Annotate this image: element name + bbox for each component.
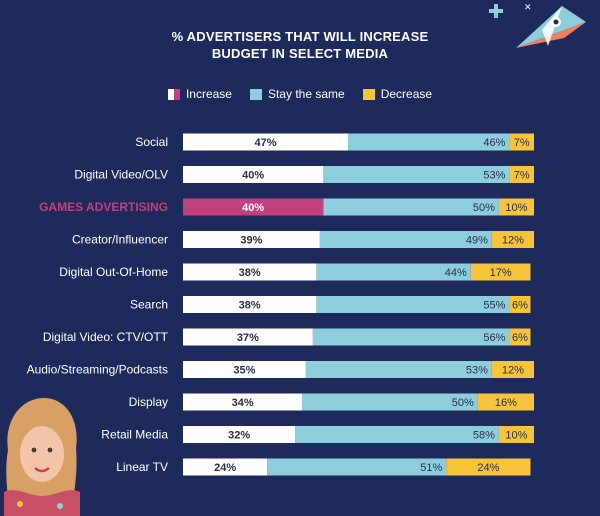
bar-stay-the-same-search xyxy=(316,296,510,313)
value-label-decrease-digital-video-olv: 7% xyxy=(514,170,530,182)
bar-stay-the-same-digital-video-olv xyxy=(323,166,510,183)
legend-label-increase: Increase xyxy=(185,87,232,101)
bar-decrease-digital-video-olv xyxy=(509,166,534,183)
value-label-stay-the-same-digital-out-of-home: 44% xyxy=(445,267,467,279)
value-label-stay-the-same-social: 46% xyxy=(483,137,505,149)
category-label-audio-streaming-podcasts: Audio/Streaming/Podcasts xyxy=(27,363,168,377)
value-label-increase-digital-out-of-home: 38% xyxy=(239,267,261,279)
bar-decrease-creator-influencer xyxy=(491,231,534,248)
paper-plane-illustration: ✕ xyxy=(489,3,586,48)
bar-increase-search xyxy=(183,296,317,313)
value-label-decrease-digital-out-of-home: 17% xyxy=(490,267,512,279)
value-label-increase-linear-tv: 24% xyxy=(214,462,236,474)
value-label-decrease-games-advertising: 10% xyxy=(505,202,527,214)
bar-increase-audio-streaming-podcasts xyxy=(183,361,306,378)
category-label-retail-media: Retail Media xyxy=(101,428,168,442)
bar-decrease-digital-video-ctv-ott xyxy=(509,328,531,346)
bar-stay-the-same-display xyxy=(302,393,478,411)
category-label-digital-video-olv: Digital Video/OLV xyxy=(74,168,168,182)
bar-decrease-audio-streaming-podcasts xyxy=(491,361,534,378)
value-label-increase-audio-streaming-podcasts: 35% xyxy=(233,365,255,377)
legend-item-stay-the-same: Stay the same xyxy=(249,87,345,101)
bar-increase-creator-influencer xyxy=(183,231,320,248)
category-label-games-advertising: GAMES ADVERTISING xyxy=(39,200,168,214)
category-label-search: Search xyxy=(130,298,168,312)
bar-increase-display xyxy=(183,393,303,411)
bar-decrease-search xyxy=(509,296,531,313)
bar-stay-the-same-linear-tv xyxy=(267,458,447,476)
bar-stay-the-same-audio-streaming-podcasts xyxy=(305,361,492,378)
bar-increase-social xyxy=(183,133,348,151)
value-label-decrease-linear-tv: 24% xyxy=(477,462,499,474)
bar-decrease-games-advertising xyxy=(498,198,534,216)
value-label-stay-the-same-games-advertising: 50% xyxy=(473,202,495,214)
legend-swatch-decrease xyxy=(362,88,375,100)
value-label-decrease-display: 16% xyxy=(495,397,517,409)
value-label-increase-digital-video-ctv-ott: 37% xyxy=(237,332,259,344)
bar-stay-the-same-retail-media xyxy=(295,426,499,443)
legend-item-decrease: Decrease xyxy=(362,87,433,101)
value-label-stay-the-same-creator-influencer: 49% xyxy=(466,235,488,247)
bar-decrease-digital-out-of-home xyxy=(470,263,531,281)
value-label-increase-creator-influencer: 39% xyxy=(240,235,262,247)
bar-decrease-linear-tv xyxy=(446,458,531,476)
bar-stay-the-same-digital-video-ctv-ott xyxy=(312,328,510,346)
value-label-decrease-digital-video-ctv-ott: 6% xyxy=(512,332,528,344)
bar-increase-games-advertising xyxy=(183,198,324,216)
bar-decrease-retail-media xyxy=(498,426,534,443)
bar-decrease-display xyxy=(477,393,534,411)
value-label-increase-retail-media: 32% xyxy=(228,430,250,442)
value-label-increase-search: 38% xyxy=(239,300,261,312)
value-label-increase-display: 34% xyxy=(232,397,254,409)
legend-swatch-stay-the-same xyxy=(249,88,262,100)
value-label-stay-the-same-display: 50% xyxy=(452,397,474,409)
bar-increase-digital-video-olv xyxy=(183,166,324,183)
value-label-stay-the-same-audio-streaming-podcasts: 53% xyxy=(466,365,488,377)
value-label-increase-games-advertising: 40% xyxy=(242,202,264,214)
legend-item-increase: Increase xyxy=(167,87,232,101)
value-label-stay-the-same-search: 55% xyxy=(483,300,505,312)
category-label-social: Social xyxy=(135,135,168,149)
bar-decrease-social xyxy=(509,133,534,151)
value-label-decrease-retail-media: 10% xyxy=(505,430,527,442)
category-label-linear-tv: Linear TV xyxy=(116,460,168,474)
bar-increase-digital-video-ctv-ott xyxy=(183,328,313,346)
value-label-increase-social: 47% xyxy=(254,137,276,149)
legend-label-stay-the-same: Stay the same xyxy=(267,87,345,101)
bar-increase-linear-tv xyxy=(183,458,268,476)
bar-stay-the-same-digital-out-of-home xyxy=(316,263,471,281)
value-label-decrease-social: 7% xyxy=(514,137,530,149)
bar-increase-digital-out-of-home xyxy=(183,263,317,281)
category-label-display: Display xyxy=(129,395,168,409)
bar-stay-the-same-creator-influencer xyxy=(319,231,492,248)
person-illustration xyxy=(4,398,80,516)
value-label-stay-the-same-digital-video-ctv-ott: 56% xyxy=(483,332,505,344)
value-label-stay-the-same-retail-media: 58% xyxy=(473,430,495,442)
value-label-stay-the-same-linear-tv: 51% xyxy=(420,462,442,474)
value-label-decrease-creator-influencer: 12% xyxy=(502,235,524,247)
value-label-decrease-audio-streaming-podcasts: 12% xyxy=(502,365,524,377)
category-label-digital-video-ctv-ott: Digital Video: CTV/OTT xyxy=(43,330,169,344)
value-label-decrease-search: 6% xyxy=(512,300,528,312)
chart-legend: Increase Stay the same Decrease xyxy=(0,87,600,101)
value-label-stay-the-same-digital-video-olv: 53% xyxy=(483,170,505,182)
chart-title-line-2: BUDGET IN SELECT MEDIA xyxy=(211,46,389,61)
category-label-digital-out-of-home: Digital Out-Of-Home xyxy=(59,265,168,279)
chart-title: % ADVERTISERS THAT WILL INCREASE BUDGET … xyxy=(0,28,600,62)
value-label-increase-digital-video-olv: 40% xyxy=(242,170,264,182)
chart-title-line-1: % ADVERTISERS THAT WILL INCREASE xyxy=(171,29,429,44)
legend-swatch-increase xyxy=(167,88,180,100)
svg-text:✕: ✕ xyxy=(524,3,532,13)
bar-stay-the-same-games-advertising xyxy=(323,198,499,216)
category-label-creator-influencer: Creator/Influencer xyxy=(72,233,168,247)
bar-stay-the-same-social xyxy=(347,133,510,151)
bar-increase-retail-media xyxy=(183,426,296,443)
legend-label-decrease: Decrease xyxy=(380,87,433,101)
